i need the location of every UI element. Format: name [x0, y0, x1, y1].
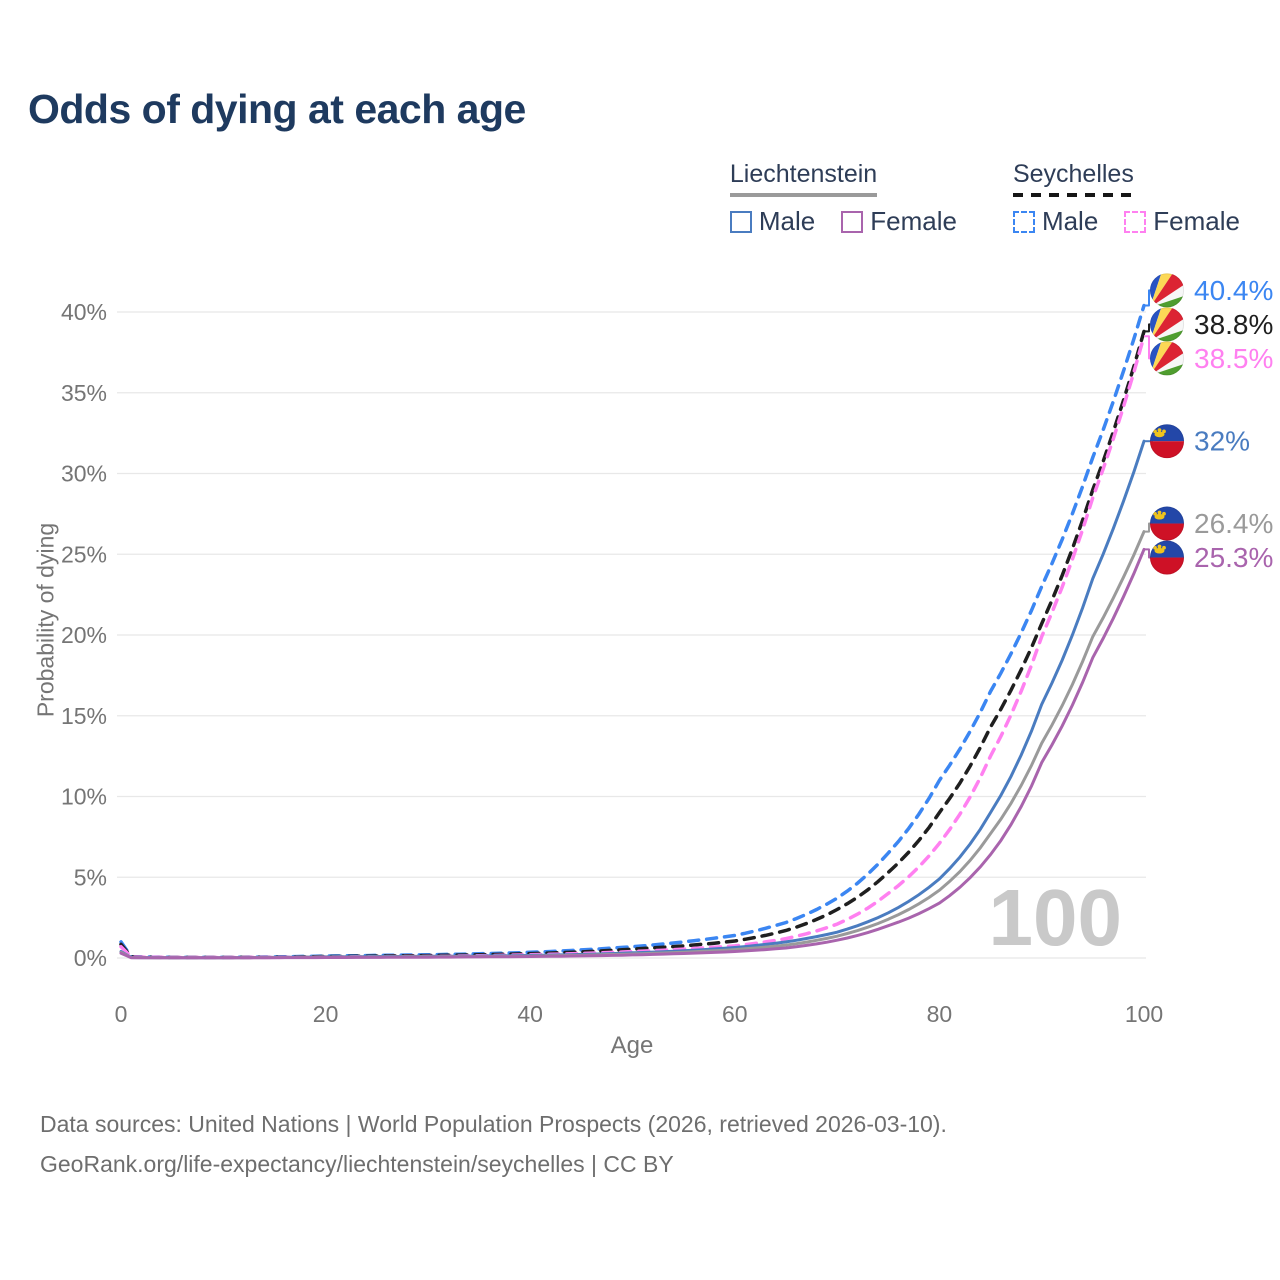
legend-group-liechtenstein: Liechtenstein Male Female — [729, 160, 957, 237]
x-axis-label: Age — [610, 1032, 654, 1059]
end-label-seychelles-male: 40.4% — [1194, 275, 1273, 306]
legend-row-seychelles: Male Female — [1012, 206, 1240, 237]
series-line-seychelles-total — [119, 329, 1146, 960]
legend-row-liechtenstein: Male Female — [729, 206, 957, 237]
liechtenstein-flag-icon — [1150, 540, 1184, 575]
x-tick-60: 60 — [722, 1001, 748, 1027]
footer: Data sources: United Nations | World Pop… — [40, 1104, 947, 1185]
legend-item-seychelles-male[interactable]: Male — [1012, 206, 1099, 237]
seychelles-flag-icon — [1150, 307, 1184, 342]
end-label-liechtenstein-total: 26.4% — [1194, 508, 1273, 539]
x-tick-100: 100 — [1125, 1001, 1163, 1027]
legend-item-liechtenstein-female[interactable]: Female — [841, 206, 957, 237]
legend-label-liechtenstein-male: Male — [758, 206, 816, 236]
seychelles-flag-icon — [1150, 341, 1184, 376]
series-line-liechtenstein-female — [119, 547, 1146, 960]
series-line-seychelles-female — [119, 334, 1146, 960]
end-label-liechtenstein-female: 25.3% — [1194, 542, 1273, 573]
legend-item-seychelles-female[interactable]: Female — [1124, 206, 1240, 237]
age-indicator-watermark: 100 — [988, 873, 1122, 962]
legend-underline-dashed — [1012, 193, 1134, 197]
liechtenstein-flag-icon — [1150, 424, 1184, 459]
page-title: Odds of dying at each age — [28, 86, 526, 132]
legend-underline-solid — [729, 193, 878, 197]
legend-swatch-liechtenstein-male — [729, 210, 752, 233]
footer-source-line: Data sources: United Nations | World Pop… — [40, 1111, 947, 1137]
y-tick-20%: 20% — [61, 622, 107, 648]
legend-swatch-seychelles-female — [1124, 210, 1147, 233]
series-line-seychelles-male — [119, 303, 1146, 960]
legend-country-label-liechtenstein: Liechtenstein — [729, 160, 878, 188]
y-tick-5%: 5% — [74, 864, 107, 890]
y-tick-0%: 0% — [74, 945, 107, 971]
y-axis-label: Probability of dying — [32, 522, 59, 718]
legend-group-seychelles: Seychelles Male Female — [1012, 160, 1240, 237]
legend-swatch-seychelles-male — [1012, 210, 1035, 233]
y-tick-10%: 10% — [61, 784, 107, 810]
y-tick-40%: 40% — [61, 299, 107, 325]
legend-item-liechtenstein-male[interactable]: Male — [729, 206, 816, 237]
y-tick-15%: 15% — [61, 703, 107, 729]
y-tick-30%: 30% — [61, 461, 107, 487]
end-label-liechtenstein-male: 32% — [1194, 426, 1250, 457]
liechtenstein-flag-icon — [1150, 506, 1184, 541]
legend-swatch-liechtenstein-female — [841, 210, 864, 233]
seychelles-flag-icon — [1150, 273, 1184, 308]
x-tick-0: 0 — [115, 1001, 128, 1027]
x-tick-20: 20 — [313, 1001, 339, 1027]
end-label-seychelles-total: 38.8% — [1194, 309, 1273, 340]
end-label-seychelles-female: 38.5% — [1194, 343, 1273, 374]
chart: 0% 5% 10% 15% 20% 25% 30% 35% 40% 0 20 40 60 80 100 40.… — [61, 273, 1273, 1027]
legend: Liechtenstein Male Female Seychelles Mal… — [729, 160, 1240, 237]
legend-label-liechtenstein-female: Female — [870, 206, 957, 236]
footer-url-line: GeoRank.org/life-expectancy/liechtenstei… — [40, 1151, 674, 1178]
y-tick-25%: 25% — [61, 541, 107, 567]
x-tick-40: 40 — [517, 1001, 543, 1027]
y-tick-35%: 35% — [61, 380, 107, 406]
legend-label-seychelles-male: Male — [1041, 206, 1099, 236]
legend-country-seychelles[interactable]: Seychelles — [1012, 160, 1134, 197]
x-tick-80: 80 — [927, 1001, 953, 1027]
legend-country-liechtenstein[interactable]: Liechtenstein — [729, 160, 878, 197]
legend-label-seychelles-female: Female — [1153, 206, 1240, 236]
legend-country-label-seychelles: Seychelles — [1012, 160, 1134, 188]
